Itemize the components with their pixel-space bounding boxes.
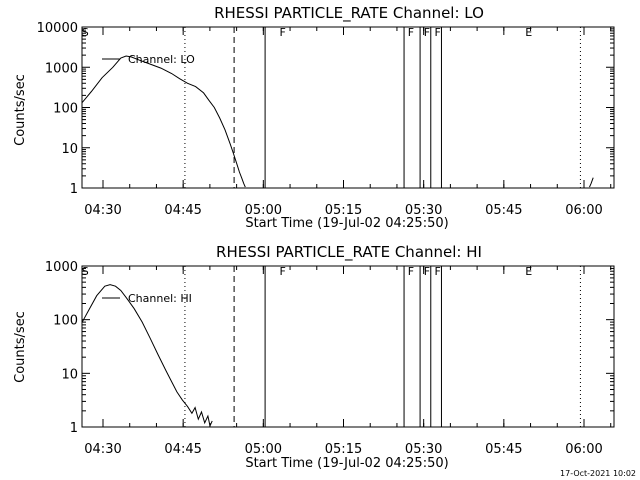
y-tick-label: 1 <box>70 421 78 436</box>
series-line <box>589 177 594 188</box>
y-tick-label: 10000 <box>37 21 78 36</box>
flag-label: E <box>525 265 532 278</box>
flag-label: E <box>525 26 532 39</box>
x-tick-label: 05:00 <box>245 203 282 218</box>
y-tick-label: 100 <box>53 102 78 117</box>
legend-label: Channel: LO <box>128 53 195 66</box>
x-tick-label: 05:15 <box>325 442 362 457</box>
x-tick-label: 06:00 <box>565 442 602 457</box>
x-tick-label: 06:00 <box>565 203 602 218</box>
flag-label: F <box>424 265 430 278</box>
flag-label: F <box>279 265 285 278</box>
legend-label: Channel: HI <box>128 292 192 305</box>
y-tick-label: 1000 <box>45 260 78 275</box>
y-axis-label-hi: Counts/sec <box>13 311 28 383</box>
x-tick-label: 04:45 <box>164 203 201 218</box>
chart-panel-lo: RHESSI PARTICLE_RATE Channel: LO Start T… <box>13 4 615 231</box>
x-tick-label: 05:45 <box>485 203 522 218</box>
y-tick-label: 10 <box>61 367 78 382</box>
flag-label: S <box>82 26 89 39</box>
y-axis-label-lo: Counts/sec <box>13 74 28 146</box>
x-tick-label: 04:45 <box>164 442 201 457</box>
chart-title-hi: RHESSI PARTICLE_RATE Channel: HI <box>216 243 482 262</box>
x-tick-label: 05:30 <box>405 442 442 457</box>
y-tick-label: 1000 <box>45 61 78 76</box>
plot-frame <box>81 26 615 189</box>
chart-title-lo: RHESSI PARTICLE_RATE Channel: LO <box>214 4 484 23</box>
y-tick-label: 1 <box>70 182 78 197</box>
chart-panel-hi: RHESSI PARTICLE_RATE Channel: HI Start T… <box>13 243 615 471</box>
x-axis-label-lo: Start Time (19-Jul-02 04:25:50) <box>245 216 448 231</box>
series-line <box>82 284 213 427</box>
flag-label: F <box>408 26 414 39</box>
flag-label: F <box>279 26 285 39</box>
flag-label: F <box>424 26 430 39</box>
y-tick-label: 10 <box>61 142 78 157</box>
flag-label: S <box>82 265 89 278</box>
x-tick-label: 04:30 <box>84 442 121 457</box>
plot-area <box>82 266 581 427</box>
flag-label: F <box>434 265 440 278</box>
plot-frame <box>81 265 615 428</box>
flag-label: F <box>434 26 440 39</box>
x-tick-label: 05:45 <box>485 442 522 457</box>
x-tick-label: 04:30 <box>84 203 121 218</box>
x-tick-label: 05:15 <box>325 203 362 218</box>
footer-timestamp: 17-Oct-2021 10:02 <box>560 469 636 478</box>
x-axis-label-hi: Start Time (19-Jul-02 04:25:50) <box>245 456 448 471</box>
y-tick-label: 100 <box>53 314 78 329</box>
flag-label: F <box>408 265 414 278</box>
plot-area <box>82 27 594 188</box>
series-line <box>82 55 246 188</box>
x-tick-label: 05:00 <box>245 442 282 457</box>
x-tick-label: 05:30 <box>405 203 442 218</box>
